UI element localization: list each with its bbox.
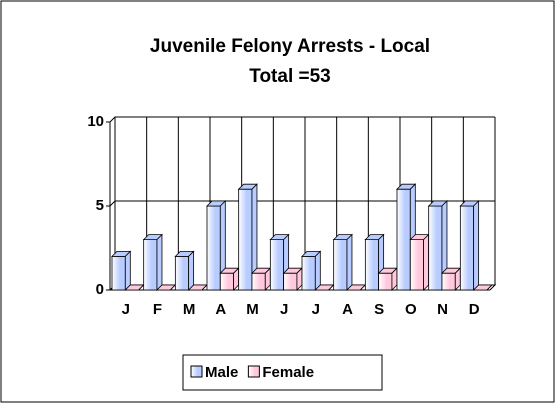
legend-marker <box>247 365 260 378</box>
bar-side <box>188 250 195 291</box>
bar-front <box>333 239 348 291</box>
bar-front <box>378 272 393 291</box>
bar-side <box>473 200 480 291</box>
bar-front <box>251 272 266 291</box>
legend-label: Female <box>262 364 314 381</box>
x-tick-label: M <box>246 301 259 318</box>
bar-front <box>364 239 380 291</box>
bar <box>219 267 240 291</box>
x-tick-label: J <box>312 301 320 318</box>
bar-front <box>396 188 411 291</box>
bar-front <box>219 272 235 291</box>
chart-title: Juvenile Felony Arrests - Local <box>150 36 430 57</box>
bar <box>364 233 385 291</box>
bar-front <box>301 255 316 291</box>
legend-marker <box>190 365 203 378</box>
bar <box>282 267 303 291</box>
bar <box>377 267 398 291</box>
x-tick-label: O <box>405 301 417 318</box>
bar-side <box>346 233 353 291</box>
bar-side <box>486 284 493 291</box>
bar <box>142 233 163 291</box>
x-tick-label: J <box>122 301 130 318</box>
x-tick-label: D <box>469 301 480 318</box>
x-tick-label: F <box>153 301 162 318</box>
bar-front <box>441 272 456 291</box>
bar <box>111 250 132 291</box>
bar-side <box>156 233 163 291</box>
x-tick-label: A <box>215 301 226 318</box>
y-tick-label: 5 <box>96 197 104 214</box>
bar-front <box>206 205 221 291</box>
y-tick-label: 10 <box>87 113 104 130</box>
bar-front <box>111 255 126 291</box>
bar <box>427 200 448 291</box>
bar-front <box>409 239 424 291</box>
bar <box>441 267 462 291</box>
bar <box>251 267 272 291</box>
bar <box>332 233 353 291</box>
bar <box>409 233 430 291</box>
y-tick-label: 0 <box>96 281 104 298</box>
x-tick-label: S <box>374 301 384 318</box>
bar-side <box>124 250 131 291</box>
bar-front <box>428 205 443 291</box>
legend-label: Male <box>205 364 238 381</box>
x-tick-label: M <box>183 301 196 318</box>
x-tick-label: J <box>280 301 288 318</box>
bar <box>472 284 493 291</box>
bar-front <box>283 272 298 291</box>
x-tick-label: A <box>342 301 353 318</box>
bar-front <box>459 205 475 291</box>
bar-front <box>174 255 190 291</box>
chart-subtitle: Total =53 <box>249 66 330 87</box>
bar <box>174 250 195 291</box>
bar-front <box>269 239 285 291</box>
bar-side <box>314 250 321 291</box>
legend-box <box>182 354 383 391</box>
bar <box>459 200 480 291</box>
bar <box>301 250 322 291</box>
bar-front <box>238 188 253 291</box>
x-tick-label: N <box>437 301 448 318</box>
bar-side <box>423 233 429 291</box>
bar-front <box>143 239 158 291</box>
